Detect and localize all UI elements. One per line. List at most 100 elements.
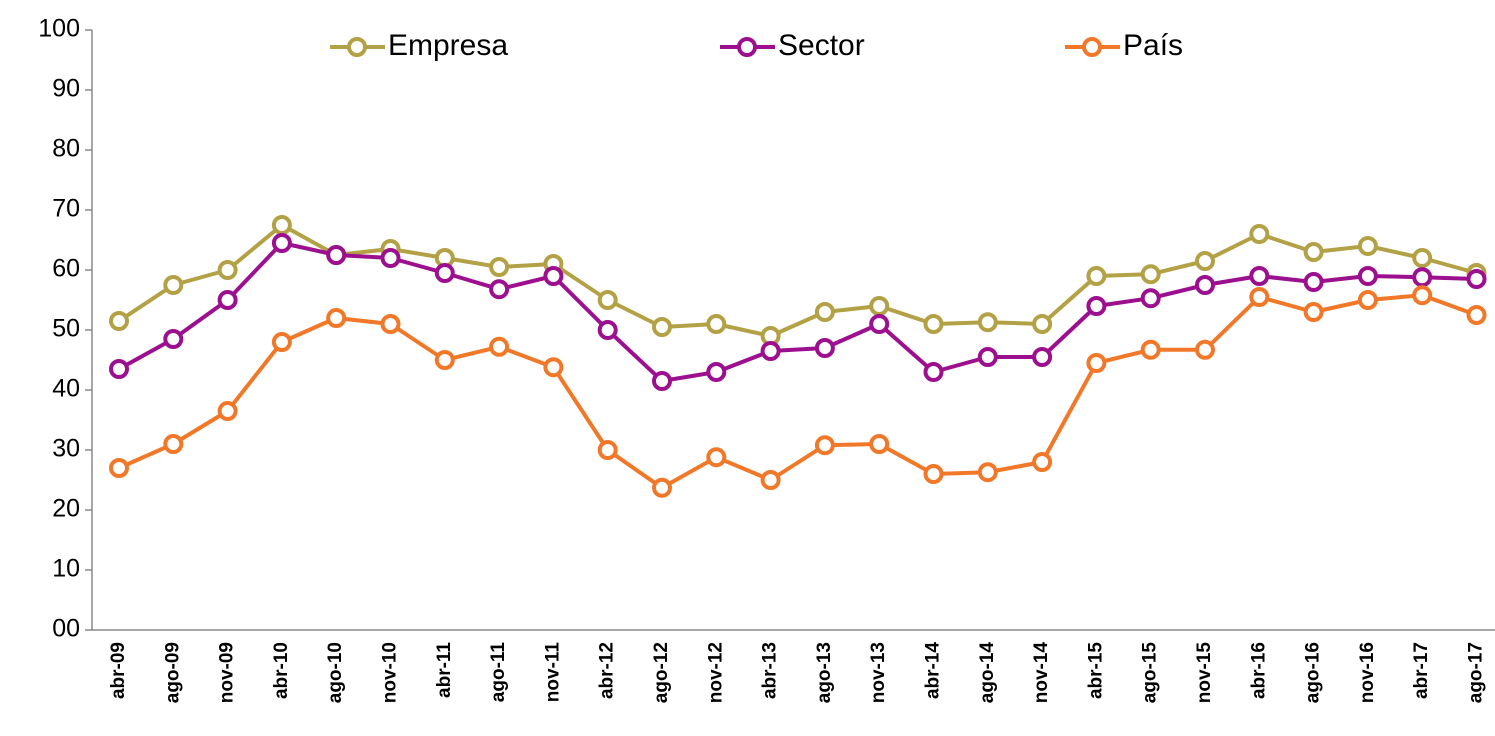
data-point xyxy=(923,464,944,484)
data-point xyxy=(814,302,835,322)
data-point xyxy=(271,233,292,253)
data-point xyxy=(1195,251,1215,271)
data-point xyxy=(1412,267,1433,288)
x-tick-label: abr-11 xyxy=(434,642,455,698)
x-tick-label: abr-15 xyxy=(1085,642,1106,699)
data-point xyxy=(1249,287,1270,307)
x-tick-label: abr-16 xyxy=(1248,642,1269,699)
data-point xyxy=(163,329,184,349)
data-point xyxy=(1086,353,1107,373)
data-point xyxy=(760,341,781,361)
y-tick-label: 70 xyxy=(52,195,80,223)
y-tick-label: 10 xyxy=(52,555,80,583)
data-point xyxy=(1086,266,1107,286)
data-point xyxy=(1357,236,1378,256)
data-point xyxy=(1140,264,1161,285)
y-tick-label: 00 xyxy=(52,615,80,643)
data-point xyxy=(597,320,618,340)
x-tick-label: abr-10 xyxy=(271,642,292,699)
data-point xyxy=(1249,266,1270,286)
data-point xyxy=(706,314,727,334)
x-tick-label: nov-13 xyxy=(868,642,889,703)
data-point xyxy=(597,440,618,460)
data-point xyxy=(163,275,184,295)
x-tick-label: abr-09 xyxy=(108,642,129,699)
data-point xyxy=(1195,339,1215,360)
data-point xyxy=(217,401,238,421)
data-point xyxy=(869,434,890,454)
data-point xyxy=(434,263,455,283)
data-point xyxy=(814,435,835,456)
x-tick-label: nov-15 xyxy=(1194,642,1215,704)
x-tick-label: ago-15 xyxy=(1140,642,1161,704)
data-point xyxy=(923,314,944,334)
data-point xyxy=(706,362,727,382)
x-tick-label: ago-12 xyxy=(651,642,672,703)
data-point xyxy=(109,359,129,379)
data-point xyxy=(434,350,455,370)
data-point xyxy=(652,371,672,391)
x-tick-label: nov-09 xyxy=(217,642,238,703)
data-point xyxy=(1086,296,1107,316)
series-line xyxy=(118,241,1477,383)
data-point xyxy=(706,447,727,468)
data-point xyxy=(217,290,238,310)
x-tick-label: ago-09 xyxy=(162,642,183,703)
y-tick-label: 30 xyxy=(52,435,80,463)
data-point xyxy=(380,248,401,268)
x-tick-label: ago-10 xyxy=(325,642,346,703)
data-point xyxy=(109,311,129,331)
data-point xyxy=(923,362,944,382)
data-point xyxy=(489,279,510,300)
data-point xyxy=(1412,285,1433,306)
x-tick-label: nov-14 xyxy=(1031,642,1052,704)
y-tick-label: 40 xyxy=(52,375,80,403)
legend-label: Empresa xyxy=(388,29,508,62)
legend-marker xyxy=(1082,37,1102,57)
data-point xyxy=(380,314,401,334)
data-point xyxy=(652,317,672,337)
y-tick-label: 90 xyxy=(52,75,80,103)
legend-marker xyxy=(737,37,757,57)
legend-marker xyxy=(347,37,367,57)
y-tick-label: 20 xyxy=(52,495,80,523)
data-point xyxy=(1303,272,1324,292)
data-point xyxy=(977,347,998,367)
x-tick-label: abr-12 xyxy=(597,642,618,699)
x-tick-label: abr-13 xyxy=(760,642,781,699)
data-point xyxy=(109,458,129,478)
data-point xyxy=(1303,302,1324,322)
data-point xyxy=(1032,347,1053,367)
x-tick-label: ago-17 xyxy=(1466,642,1487,703)
data-point xyxy=(489,257,510,277)
data-point xyxy=(1357,266,1378,286)
x-tick-label: nov-12 xyxy=(705,642,726,703)
data-point xyxy=(489,336,510,357)
y-tick-label: 100 xyxy=(38,15,80,43)
x-tick-label: abr-14 xyxy=(923,642,944,699)
data-point xyxy=(1466,305,1487,325)
data-point xyxy=(1140,339,1161,360)
x-tick-label: abr-17 xyxy=(1411,642,1432,699)
data-point xyxy=(977,462,998,483)
x-tick-label: nov-11 xyxy=(542,642,563,703)
x-tick-label: ago-11 xyxy=(488,642,509,703)
data-point xyxy=(977,312,998,333)
data-point xyxy=(1357,290,1378,310)
data-point xyxy=(326,245,347,265)
data-point xyxy=(1032,314,1053,334)
data-point xyxy=(869,314,890,334)
x-tick-label: nov-16 xyxy=(1357,642,1378,703)
data-point xyxy=(1412,248,1433,268)
data-point xyxy=(1032,452,1053,472)
data-point xyxy=(652,477,672,498)
x-tick-label: ago-13 xyxy=(814,642,835,703)
legend-label: País xyxy=(1123,29,1183,62)
y-tick-label: 60 xyxy=(52,255,80,283)
data-point xyxy=(1195,275,1215,295)
data-point xyxy=(814,338,835,358)
y-tick-label: 80 xyxy=(52,135,80,163)
y-tick-label: 50 xyxy=(52,315,80,343)
data-point xyxy=(760,470,781,490)
